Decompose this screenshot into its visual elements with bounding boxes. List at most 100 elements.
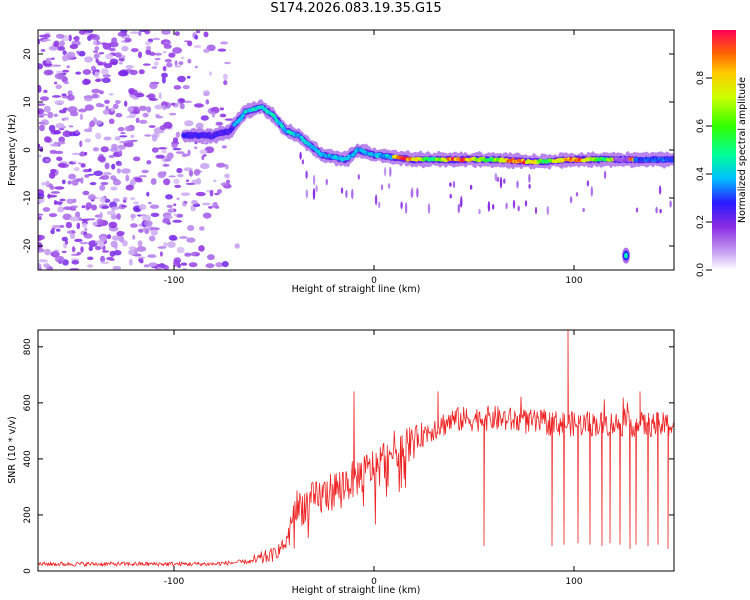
noise-cell bbox=[224, 164, 229, 170]
noise-cell bbox=[121, 45, 129, 52]
noise-cell bbox=[68, 131, 77, 137]
noise-cell bbox=[58, 128, 65, 131]
smear-cell bbox=[635, 207, 639, 213]
noise-cell bbox=[164, 58, 172, 63]
noise-cell bbox=[99, 212, 103, 219]
noise-cell bbox=[78, 50, 86, 57]
noise-cell bbox=[139, 119, 148, 124]
y-tick-label: 0 bbox=[23, 568, 33, 574]
noise-cell bbox=[182, 85, 190, 90]
noise-cell bbox=[94, 246, 102, 251]
noise-cell bbox=[207, 254, 215, 261]
noise-cell bbox=[67, 180, 72, 185]
noise-cell bbox=[110, 107, 115, 112]
noise-cell bbox=[55, 122, 65, 129]
noise-cell bbox=[66, 65, 71, 69]
colorbar-tick-label: 0.6 bbox=[696, 119, 706, 134]
noise-cell bbox=[171, 142, 178, 149]
noise-cell bbox=[61, 236, 68, 242]
noise-cell bbox=[38, 216, 42, 221]
noise-cell bbox=[82, 190, 90, 196]
noise-cell bbox=[115, 100, 121, 105]
noise-cell bbox=[106, 210, 116, 215]
noise-cell bbox=[163, 242, 168, 247]
noise-cell bbox=[100, 68, 109, 75]
noise-cell bbox=[52, 143, 60, 147]
noise-cell bbox=[66, 198, 74, 204]
noise-cell bbox=[53, 130, 61, 135]
y-tick-label: 0 bbox=[23, 147, 33, 153]
colorbar: 0.0 0.2 0.4 0.6 0.8 Normalized spectral ampl… bbox=[696, 30, 748, 277]
noise-cell bbox=[91, 65, 96, 72]
y-tick-label: 200 bbox=[23, 506, 33, 523]
noise-cell bbox=[101, 77, 111, 84]
noise-cell bbox=[201, 155, 205, 161]
noise-cell bbox=[95, 58, 99, 63]
noise-cell bbox=[83, 79, 91, 85]
noise-cell bbox=[95, 78, 101, 83]
noise-cell bbox=[138, 228, 144, 233]
noise-cell bbox=[104, 162, 110, 170]
noise-cell bbox=[220, 182, 229, 187]
noise-cell bbox=[71, 246, 76, 253]
noise-cell bbox=[172, 47, 183, 54]
noise-cell bbox=[151, 66, 157, 69]
smear-cell bbox=[512, 199, 516, 209]
noise-cell bbox=[214, 192, 220, 196]
noise-cell bbox=[146, 106, 152, 113]
smear-cell bbox=[658, 185, 662, 195]
noise-cell bbox=[114, 52, 122, 58]
noise-cell bbox=[116, 168, 121, 174]
noise-cell bbox=[88, 245, 94, 252]
noise-cell bbox=[55, 33, 65, 39]
noise-cell bbox=[146, 160, 152, 165]
noise-cell bbox=[215, 262, 224, 268]
noise-cell bbox=[149, 204, 160, 209]
noise-cell bbox=[203, 48, 210, 54]
noise-cell bbox=[81, 205, 86, 209]
noise-cell bbox=[118, 163, 122, 166]
snr-panel: -100 0 100 0 200 400 600 800 Height of straight… bbox=[7, 329, 675, 596]
noise-cell bbox=[40, 49, 46, 52]
noise-cell bbox=[104, 63, 113, 69]
noise-cell bbox=[117, 31, 128, 37]
noise-cell bbox=[44, 248, 51, 256]
x-tick-label: -100 bbox=[164, 577, 185, 587]
noise-cell bbox=[62, 54, 69, 62]
noise-cell bbox=[141, 169, 149, 174]
noise-cell bbox=[202, 212, 212, 219]
noise-cell bbox=[209, 190, 214, 197]
noise-cell bbox=[92, 34, 97, 38]
noise-cell bbox=[137, 256, 146, 259]
noise-cell bbox=[41, 39, 52, 42]
noise-cell bbox=[178, 61, 184, 65]
smear-cell bbox=[603, 170, 607, 180]
noise-cell bbox=[163, 41, 172, 45]
noise-cell bbox=[143, 220, 153, 226]
noise-cell bbox=[143, 264, 150, 268]
smear-cell bbox=[499, 176, 503, 189]
noise-cell bbox=[130, 213, 136, 219]
noise-cell bbox=[95, 132, 102, 140]
noise-cell bbox=[150, 178, 157, 185]
noise-cell bbox=[112, 103, 119, 109]
noise-cell bbox=[91, 93, 99, 99]
noise-cell bbox=[124, 37, 132, 43]
noise-cell bbox=[75, 71, 82, 75]
noise-cell bbox=[157, 171, 166, 179]
noise-cell bbox=[198, 245, 205, 252]
noise-cell bbox=[217, 189, 222, 194]
noise-cell bbox=[59, 40, 65, 47]
noise-cell bbox=[191, 199, 198, 205]
noise-cell bbox=[38, 84, 41, 90]
noise-cell bbox=[224, 118, 235, 121]
noise-cell bbox=[82, 69, 92, 75]
noise-cell bbox=[177, 75, 186, 83]
noise-cell bbox=[184, 120, 194, 127]
noise-cell bbox=[104, 99, 110, 104]
x-tick-label: 0 bbox=[371, 577, 377, 587]
smear-cell bbox=[374, 194, 378, 206]
noise-cell bbox=[134, 92, 145, 98]
